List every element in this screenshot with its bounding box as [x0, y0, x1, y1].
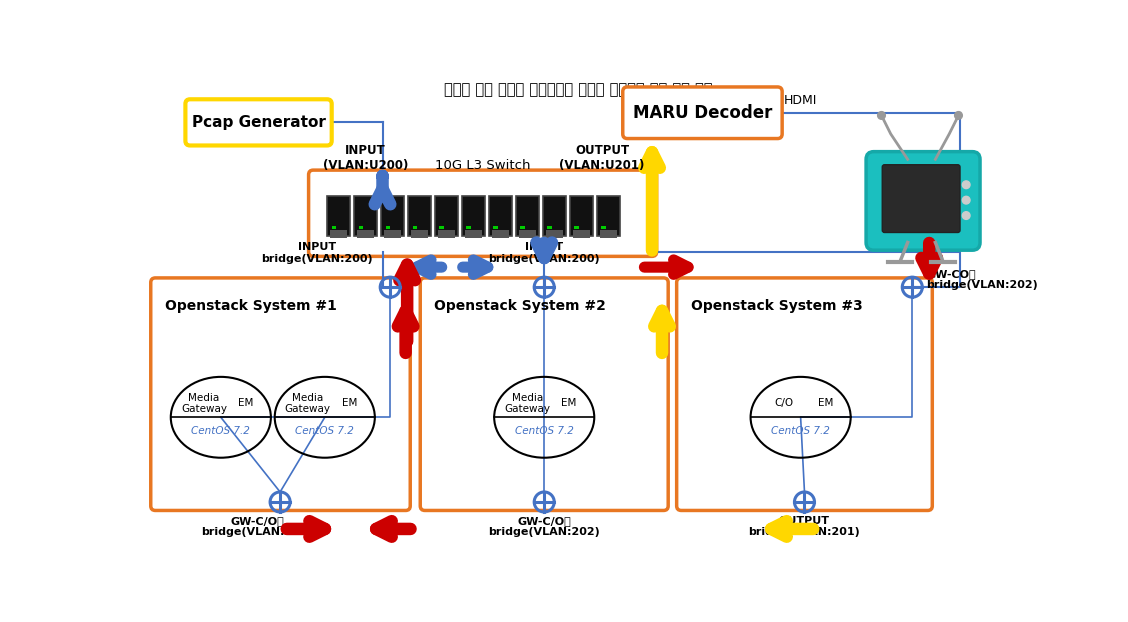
Text: Openstack System #3: Openstack System #3: [690, 299, 862, 313]
FancyBboxPatch shape: [421, 278, 668, 511]
Text: EM: EM: [238, 399, 253, 409]
Text: GW-C/O간
bridge(VLAN:202): GW-C/O간 bridge(VLAN:202): [201, 516, 312, 537]
Bar: [411, 230, 428, 238]
Bar: [600, 230, 617, 238]
Bar: [520, 226, 525, 229]
Bar: [515, 197, 539, 236]
Bar: [386, 226, 390, 229]
Text: Media
Gateway: Media Gateway: [180, 392, 227, 414]
Bar: [381, 197, 404, 236]
Bar: [358, 230, 374, 238]
FancyBboxPatch shape: [151, 278, 411, 511]
Bar: [547, 226, 552, 229]
Text: MARU Decoder: MARU Decoder: [633, 104, 773, 122]
Text: CentOS 7.2: CentOS 7.2: [296, 426, 354, 436]
Bar: [332, 226, 336, 229]
Text: INPUT
bridge(VLAN:200): INPUT bridge(VLAN:200): [262, 243, 373, 264]
FancyBboxPatch shape: [623, 87, 782, 139]
Bar: [354, 197, 377, 236]
Text: C/O: C/O: [774, 399, 793, 409]
Text: GW-CO간
bridge(VLAN:202): GW-CO간 bridge(VLAN:202): [926, 269, 1038, 290]
Bar: [408, 197, 431, 236]
Bar: [543, 197, 566, 236]
Text: Media
Gateway: Media Gateway: [285, 392, 331, 414]
Text: INPUT
bridge(VLAN:200): INPUT bridge(VLAN:200): [488, 243, 600, 264]
FancyBboxPatch shape: [185, 100, 332, 146]
Bar: [359, 226, 363, 229]
Text: Media
Gateway: Media Gateway: [504, 392, 550, 414]
FancyBboxPatch shape: [882, 165, 960, 233]
Bar: [435, 197, 458, 236]
Circle shape: [878, 111, 885, 119]
Bar: [331, 230, 347, 238]
Text: Pcap Generator: Pcap Generator: [192, 115, 326, 130]
Bar: [597, 197, 619, 236]
Text: OUTPUT
(VLAN:U201): OUTPUT (VLAN:U201): [559, 144, 645, 172]
Bar: [601, 226, 606, 229]
Bar: [573, 230, 590, 238]
Text: EM: EM: [342, 399, 358, 409]
Bar: [465, 230, 482, 238]
Text: CentOS 7.2: CentOS 7.2: [192, 426, 250, 436]
FancyBboxPatch shape: [309, 170, 656, 256]
Text: Openstack System #1: Openstack System #1: [165, 299, 336, 313]
FancyBboxPatch shape: [677, 278, 933, 511]
Bar: [493, 226, 499, 229]
Text: EM: EM: [818, 399, 832, 409]
Bar: [519, 230, 536, 238]
Bar: [461, 197, 485, 236]
Bar: [574, 226, 579, 229]
Circle shape: [954, 111, 962, 119]
Text: 가상화 방송 미디어 게이트웨이 서비스 네트워크 성능 시험 환경: 가상화 방송 미디어 게이트웨이 서비스 네트워크 성능 시험 환경: [443, 82, 713, 97]
Circle shape: [962, 197, 970, 204]
Bar: [384, 230, 400, 238]
Text: CentOS 7.2: CentOS 7.2: [772, 426, 830, 436]
Bar: [327, 197, 350, 236]
Bar: [440, 226, 444, 229]
Bar: [467, 226, 472, 229]
Bar: [492, 230, 509, 238]
Bar: [438, 230, 455, 238]
Bar: [570, 197, 592, 236]
Text: INPUT
(VLAN:U200): INPUT (VLAN:U200): [323, 144, 408, 172]
Text: Openstack System #2: Openstack System #2: [434, 299, 606, 313]
Text: HDMI: HDMI: [784, 93, 817, 106]
Circle shape: [962, 181, 970, 188]
Text: GW-C/O간
bridge(VLAN:202): GW-C/O간 bridge(VLAN:202): [488, 516, 600, 537]
FancyBboxPatch shape: [866, 152, 980, 250]
Text: 10G L3 Switch: 10G L3 Switch: [435, 159, 530, 172]
Text: CentOS 7.2: CentOS 7.2: [514, 426, 574, 436]
Circle shape: [962, 211, 970, 220]
Text: OUTPUT
bridge(VLAN:201): OUTPUT bridge(VLAN:201): [749, 516, 861, 537]
Bar: [488, 197, 512, 236]
Text: EM: EM: [561, 399, 576, 409]
Bar: [546, 230, 563, 238]
Bar: [413, 226, 417, 229]
